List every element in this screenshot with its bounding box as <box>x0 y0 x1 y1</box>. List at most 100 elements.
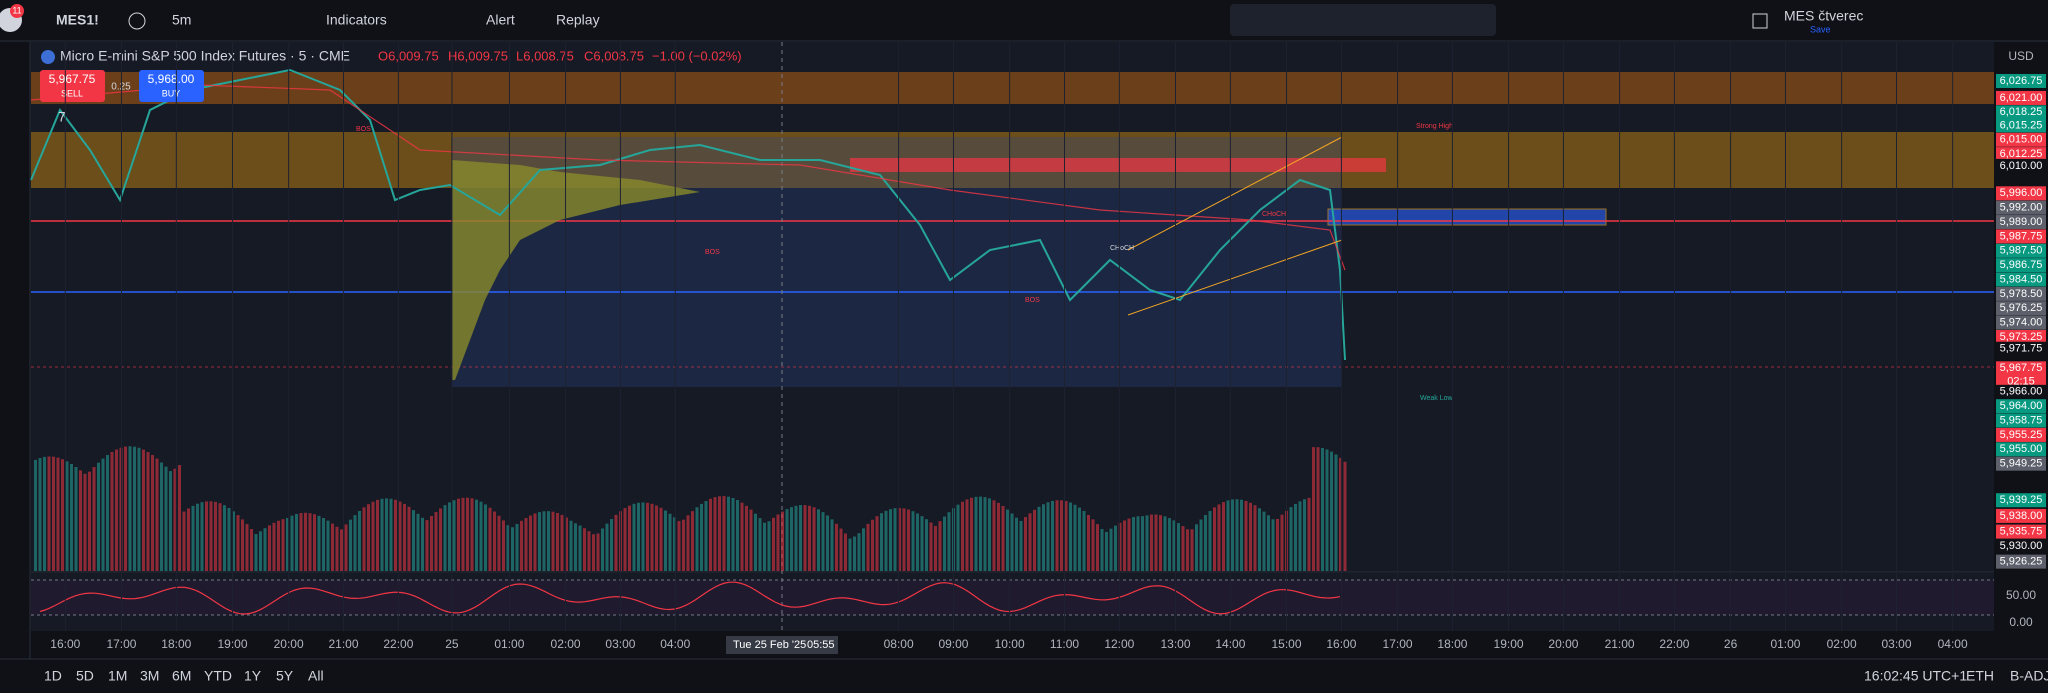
save-label[interactable]: Save <box>1810 24 1831 34</box>
volume-bar <box>110 451 114 571</box>
compare-icon[interactable] <box>128 12 146 30</box>
volume-bar <box>826 515 829 571</box>
range-button[interactable]: 5Y <box>276 668 294 684</box>
volume-bar <box>673 517 676 571</box>
price-label: 5,958.75 <box>2000 414 2043 426</box>
volume-bar <box>1177 523 1180 571</box>
volume-bar <box>988 498 991 571</box>
annotation: BOS <box>1025 297 1040 304</box>
range-button[interactable]: 3M <box>140 668 159 684</box>
volume-bar <box>817 509 820 571</box>
range-button[interactable]: YTD <box>204 668 232 684</box>
time-label: 18:00 <box>161 637 191 651</box>
volume-bar <box>223 505 226 571</box>
volume-bar <box>920 516 924 571</box>
indicators-button[interactable]: Indicators <box>326 12 387 28</box>
volume-bar <box>182 511 186 571</box>
adjustment[interactable]: B-ADJ <box>2010 668 2048 684</box>
volume-bar <box>668 513 672 571</box>
drawing-toolbar[interactable] <box>1230 4 1496 36</box>
volume-bar <box>209 501 213 571</box>
volume-bar <box>358 510 361 571</box>
volume-bar <box>106 455 109 571</box>
layout-name[interactable]: MES čtverec <box>1784 8 1863 24</box>
time-label: 04:00 <box>660 637 690 651</box>
volume-bar <box>151 455 154 571</box>
volume-bar <box>961 501 964 571</box>
price-label: 5,930.00 <box>2000 540 2043 552</box>
symbol[interactable]: MES1! <box>56 12 99 28</box>
volume-bar <box>259 531 262 571</box>
volume-bar <box>803 505 807 571</box>
volume-bar <box>466 497 469 571</box>
volume-bar <box>178 465 181 571</box>
price-label: 5,955.25 <box>2000 429 2043 441</box>
range-button[interactable]: 1Y <box>244 668 262 684</box>
range-button[interactable]: 1M <box>108 668 127 684</box>
layout-icon[interactable] <box>1752 13 1768 29</box>
volume-bar <box>295 514 298 571</box>
alert-button[interactable]: Alert <box>486 12 515 28</box>
volume-bar <box>1258 508 1261 571</box>
range-button[interactable]: All <box>308 668 324 684</box>
volume-bar <box>349 519 352 571</box>
indicator-toggle[interactable]: 7 <box>58 109 66 125</box>
volume-bar <box>1073 504 1077 571</box>
time-label: 13:00 <box>1160 637 1190 651</box>
volume-bar <box>997 502 1000 571</box>
price-label: 5,978.50 <box>2000 288 2043 300</box>
price-label-bg <box>1996 538 2046 553</box>
volume-bar <box>1078 507 1081 571</box>
sell-button[interactable] <box>40 70 105 102</box>
volume-bar <box>43 456 46 571</box>
volume-bar <box>1159 515 1162 571</box>
volume-bar <box>763 522 766 571</box>
volume-bar <box>250 529 253 571</box>
volume-bar <box>416 513 420 571</box>
volume-bar <box>700 503 703 571</box>
volume-bar <box>290 515 294 571</box>
volume-bar <box>889 509 892 571</box>
volume-bar <box>556 512 559 571</box>
sell-label[interactable]: SELL <box>61 88 83 98</box>
replay-button[interactable]: Replay <box>556 12 600 28</box>
time-label: 20:00 <box>1548 637 1578 651</box>
volume-bar <box>1136 516 1140 571</box>
volume-bar <box>749 509 753 571</box>
volume-bar <box>452 500 456 571</box>
time-label: 19:00 <box>217 637 247 651</box>
time-label: 11:00 <box>1050 637 1079 651</box>
volume-bar <box>322 518 325 571</box>
volume-bar <box>146 452 150 571</box>
session[interactable]: ETH <box>1966 668 1994 684</box>
interval[interactable]: 5m <box>172 12 191 28</box>
volume-bar <box>317 515 321 571</box>
top-toolbar <box>0 0 2048 41</box>
volume-bar <box>943 516 946 571</box>
annotation: Weak Low <box>1420 395 1453 402</box>
price-pane <box>31 42 1994 572</box>
volume-bar <box>983 497 987 571</box>
range-button[interactable]: 6M <box>172 668 191 684</box>
volume-bar <box>551 511 555 571</box>
volume-bar <box>1231 499 1234 571</box>
range-button[interactable]: 1D <box>44 668 62 684</box>
buy-button[interactable] <box>139 70 204 102</box>
time-label: 03:00 <box>1881 637 1911 651</box>
price-label-bg <box>1996 105 2046 120</box>
price-label-bg <box>1996 442 2046 457</box>
volume-bar <box>430 515 433 571</box>
volume-bar <box>893 508 897 571</box>
volume-bar <box>380 498 384 571</box>
volume-profile <box>452 160 700 380</box>
price-label: 5,976.25 <box>2000 302 2043 314</box>
volume-bar <box>403 503 406 571</box>
volume-bar <box>902 508 906 571</box>
range-button[interactable]: 5D <box>76 668 94 684</box>
buy-price[interactable]: 5,968.00 <box>148 72 195 86</box>
currency[interactable]: USD <box>2008 49 2034 63</box>
sell-price[interactable]: 5,967.75 <box>49 72 96 86</box>
volume-bar <box>569 520 573 571</box>
buy-label[interactable]: BUY <box>162 88 181 98</box>
